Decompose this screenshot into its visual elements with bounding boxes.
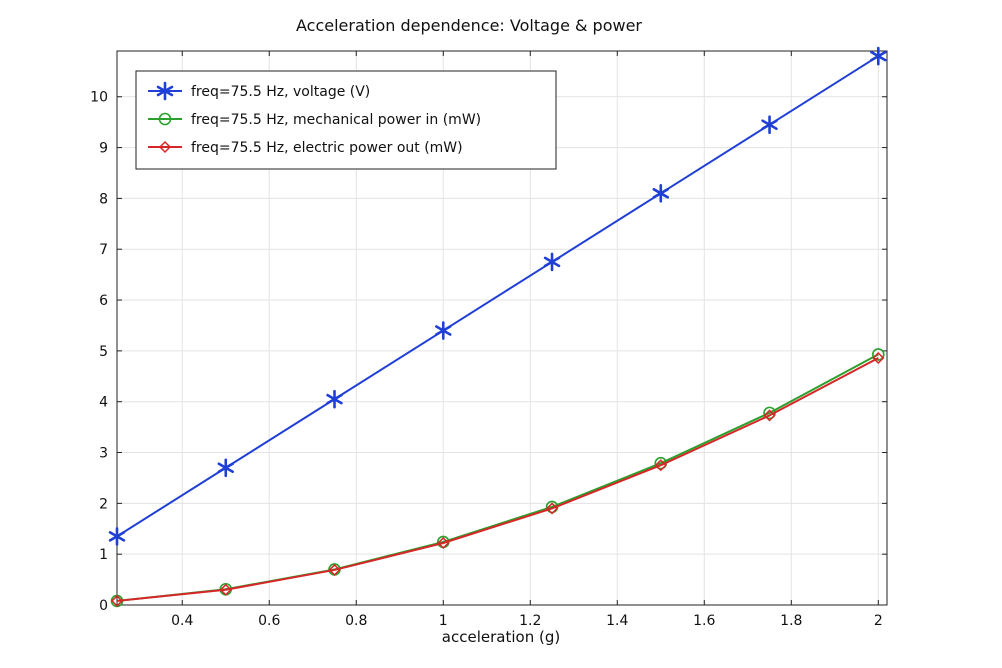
x-tick-label: 0.8 (345, 613, 367, 629)
legend-label: freq=75.5 Hz, electric power out (mW) (191, 140, 463, 156)
legend-swatch-marker (156, 81, 174, 101)
series-line (116, 357, 879, 602)
series-line (116, 55, 879, 538)
legend-label: freq=75.5 Hz, voltage (V) (191, 84, 370, 100)
data-point (326, 389, 343, 409)
data-point (652, 184, 670, 203)
series-2 (110, 348, 885, 608)
data-point (871, 348, 885, 361)
legend-entry: freq=75.5 Hz, electric power out (mW) (148, 140, 463, 156)
data-point (543, 252, 561, 272)
legend-box (135, 70, 557, 170)
data-point (437, 536, 450, 550)
data-point (328, 563, 341, 576)
y-tick-label: 6 (99, 293, 108, 309)
y-tick-label: 5 (99, 344, 108, 360)
y-tick-label: 8 (99, 191, 108, 207)
data-point (110, 594, 124, 607)
legend: freq=75.5 Hz, voltage (V) freq=75.5 Hz, m… (135, 70, 557, 170)
legend-swatch-marker (158, 112, 172, 126)
data-point (217, 458, 234, 478)
y-tick-label: 10 (90, 90, 108, 106)
x-tick-label: 0.4 (171, 613, 193, 629)
y-tick-label: 2 (99, 496, 108, 512)
series-1 (108, 46, 887, 546)
data-point (545, 502, 559, 515)
legend-label: freq=75.5 Hz, mechanical power in (mW) (191, 112, 481, 128)
x-axis-label: acceleration (g) (442, 628, 560, 646)
series-layer (108, 46, 887, 608)
y-tick-label: 4 (99, 395, 108, 411)
chart-title: Acceleration dependence: Voltage & power (296, 16, 642, 35)
data-point (870, 46, 887, 66)
x-tick-label: 1.6 (693, 613, 715, 629)
data-point (872, 351, 885, 365)
data-point (761, 115, 778, 134)
x-tick-label: 1 (439, 613, 448, 629)
x-tick-label: 0.6 (258, 613, 280, 629)
data-point (108, 527, 126, 546)
data-point (654, 459, 667, 472)
series-line (116, 353, 879, 602)
x-tick-label: 2 (874, 613, 883, 629)
y-tick-label: 0 (99, 598, 108, 614)
data-point (763, 409, 776, 422)
y-tick-label: 1 (99, 547, 108, 563)
x-tick-label: 1.8 (780, 613, 802, 629)
data-point (435, 321, 452, 340)
y-tick-label: 7 (99, 242, 108, 258)
x-tick-label: 1.4 (606, 613, 628, 629)
axis-ticks: 0.4 0.6 0.8 1 1.2 1.4 1.6 1.8 2 0 1 2 3 4 5 6 7 8 9 10 (90, 51, 887, 629)
series-3 (110, 351, 885, 607)
legend-entry: freq=75.5 Hz, mechanical power in (mW) (148, 112, 481, 128)
plot-frame (116, 50, 888, 606)
legend-swatch-marker (158, 140, 172, 154)
legend-entry: freq=75.5 Hz, voltage (V) (148, 81, 370, 101)
y-tick-label: 9 (99, 141, 108, 157)
y-tick-label: 3 (99, 446, 108, 462)
data-point (219, 583, 232, 596)
x-tick-label: 1.2 (519, 613, 541, 629)
